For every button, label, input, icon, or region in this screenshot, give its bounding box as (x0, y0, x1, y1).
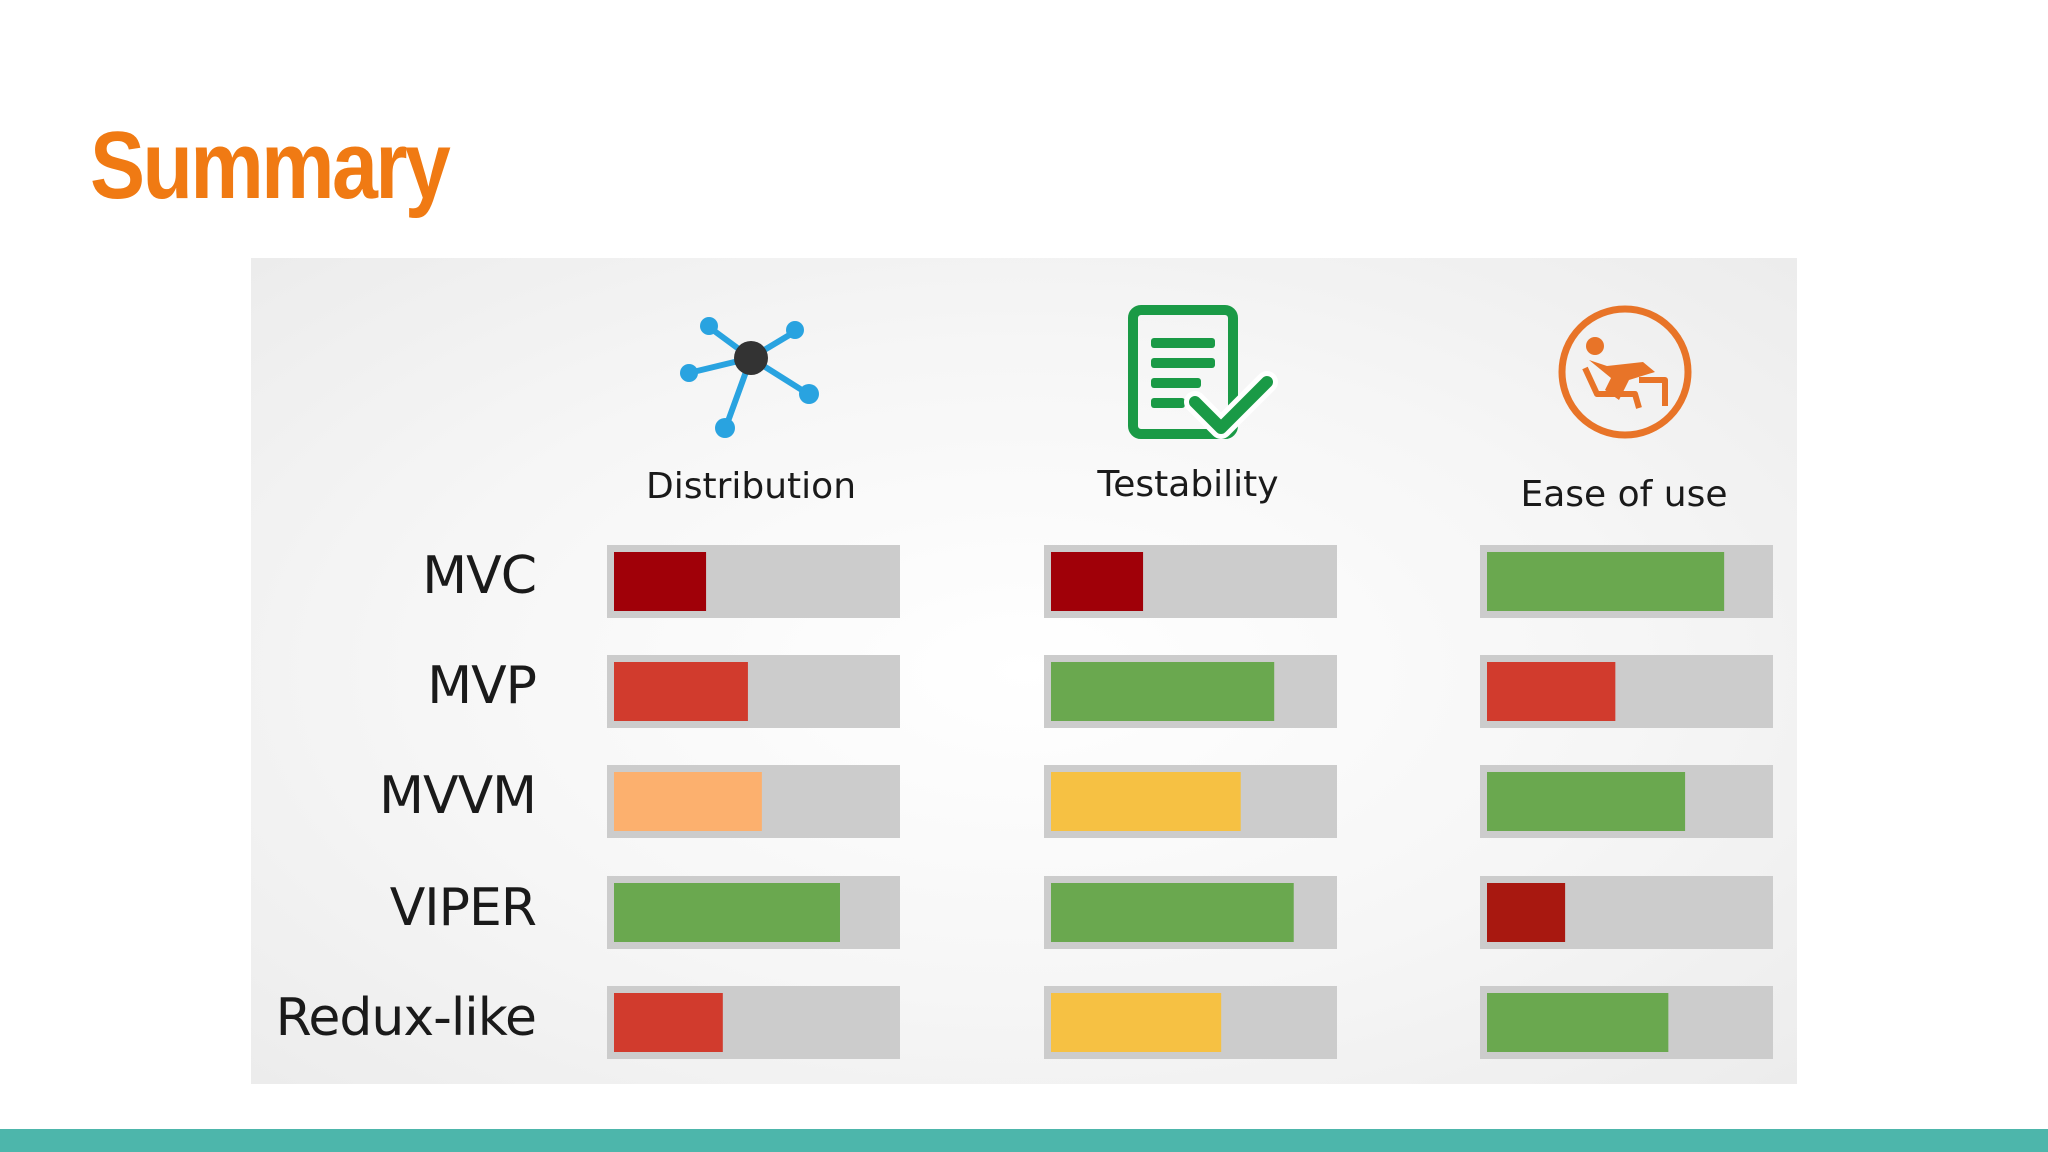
bar-mvc-testability (1051, 552, 1144, 611)
bar-mvvm-testability (1051, 772, 1241, 831)
bar-redux-like-testability (1051, 993, 1222, 1052)
network-icon (680, 317, 819, 438)
slide-title: Summary (90, 112, 451, 219)
column-header-distribution: Distribution (645, 466, 857, 507)
bar-redux-like-ease-of-use (1487, 993, 1669, 1052)
bar-viper-distribution (614, 883, 840, 942)
bar-mvp-ease-of-use (1487, 662, 1616, 721)
row-label-mvp: MVP (427, 656, 537, 716)
column-header-testability: Testability (1097, 464, 1279, 505)
column-header-ease-of-use: Ease of use (1520, 474, 1728, 515)
bar-mvp-distribution (614, 662, 748, 721)
checklist-icon (1128, 305, 1278, 439)
comparison-chart-panel: Distribution Testability Ease of use MVC… (251, 258, 1797, 1084)
bottom-accent-band (0, 1129, 2048, 1152)
row-label-viper: VIPER (389, 878, 537, 938)
bar-redux-like-distribution (614, 993, 723, 1052)
bar-mvc-distribution (614, 552, 707, 611)
bar-mvp-testability (1051, 662, 1275, 721)
bar-mvc-ease-of-use (1487, 552, 1725, 611)
bar-mvvm-ease-of-use (1487, 772, 1686, 831)
reclining-person-icon (1558, 305, 1692, 439)
bar-viper-ease-of-use (1487, 883, 1566, 942)
row-label-mvc: MVC (422, 546, 537, 606)
row-label-redux-like: Redux-like (275, 988, 537, 1048)
bar-mvvm-distribution (614, 772, 762, 831)
bar-viper-testability (1051, 883, 1294, 942)
comparison-chart (607, 305, 1773, 1059)
row-label-mvvm: MVVM (379, 766, 537, 826)
